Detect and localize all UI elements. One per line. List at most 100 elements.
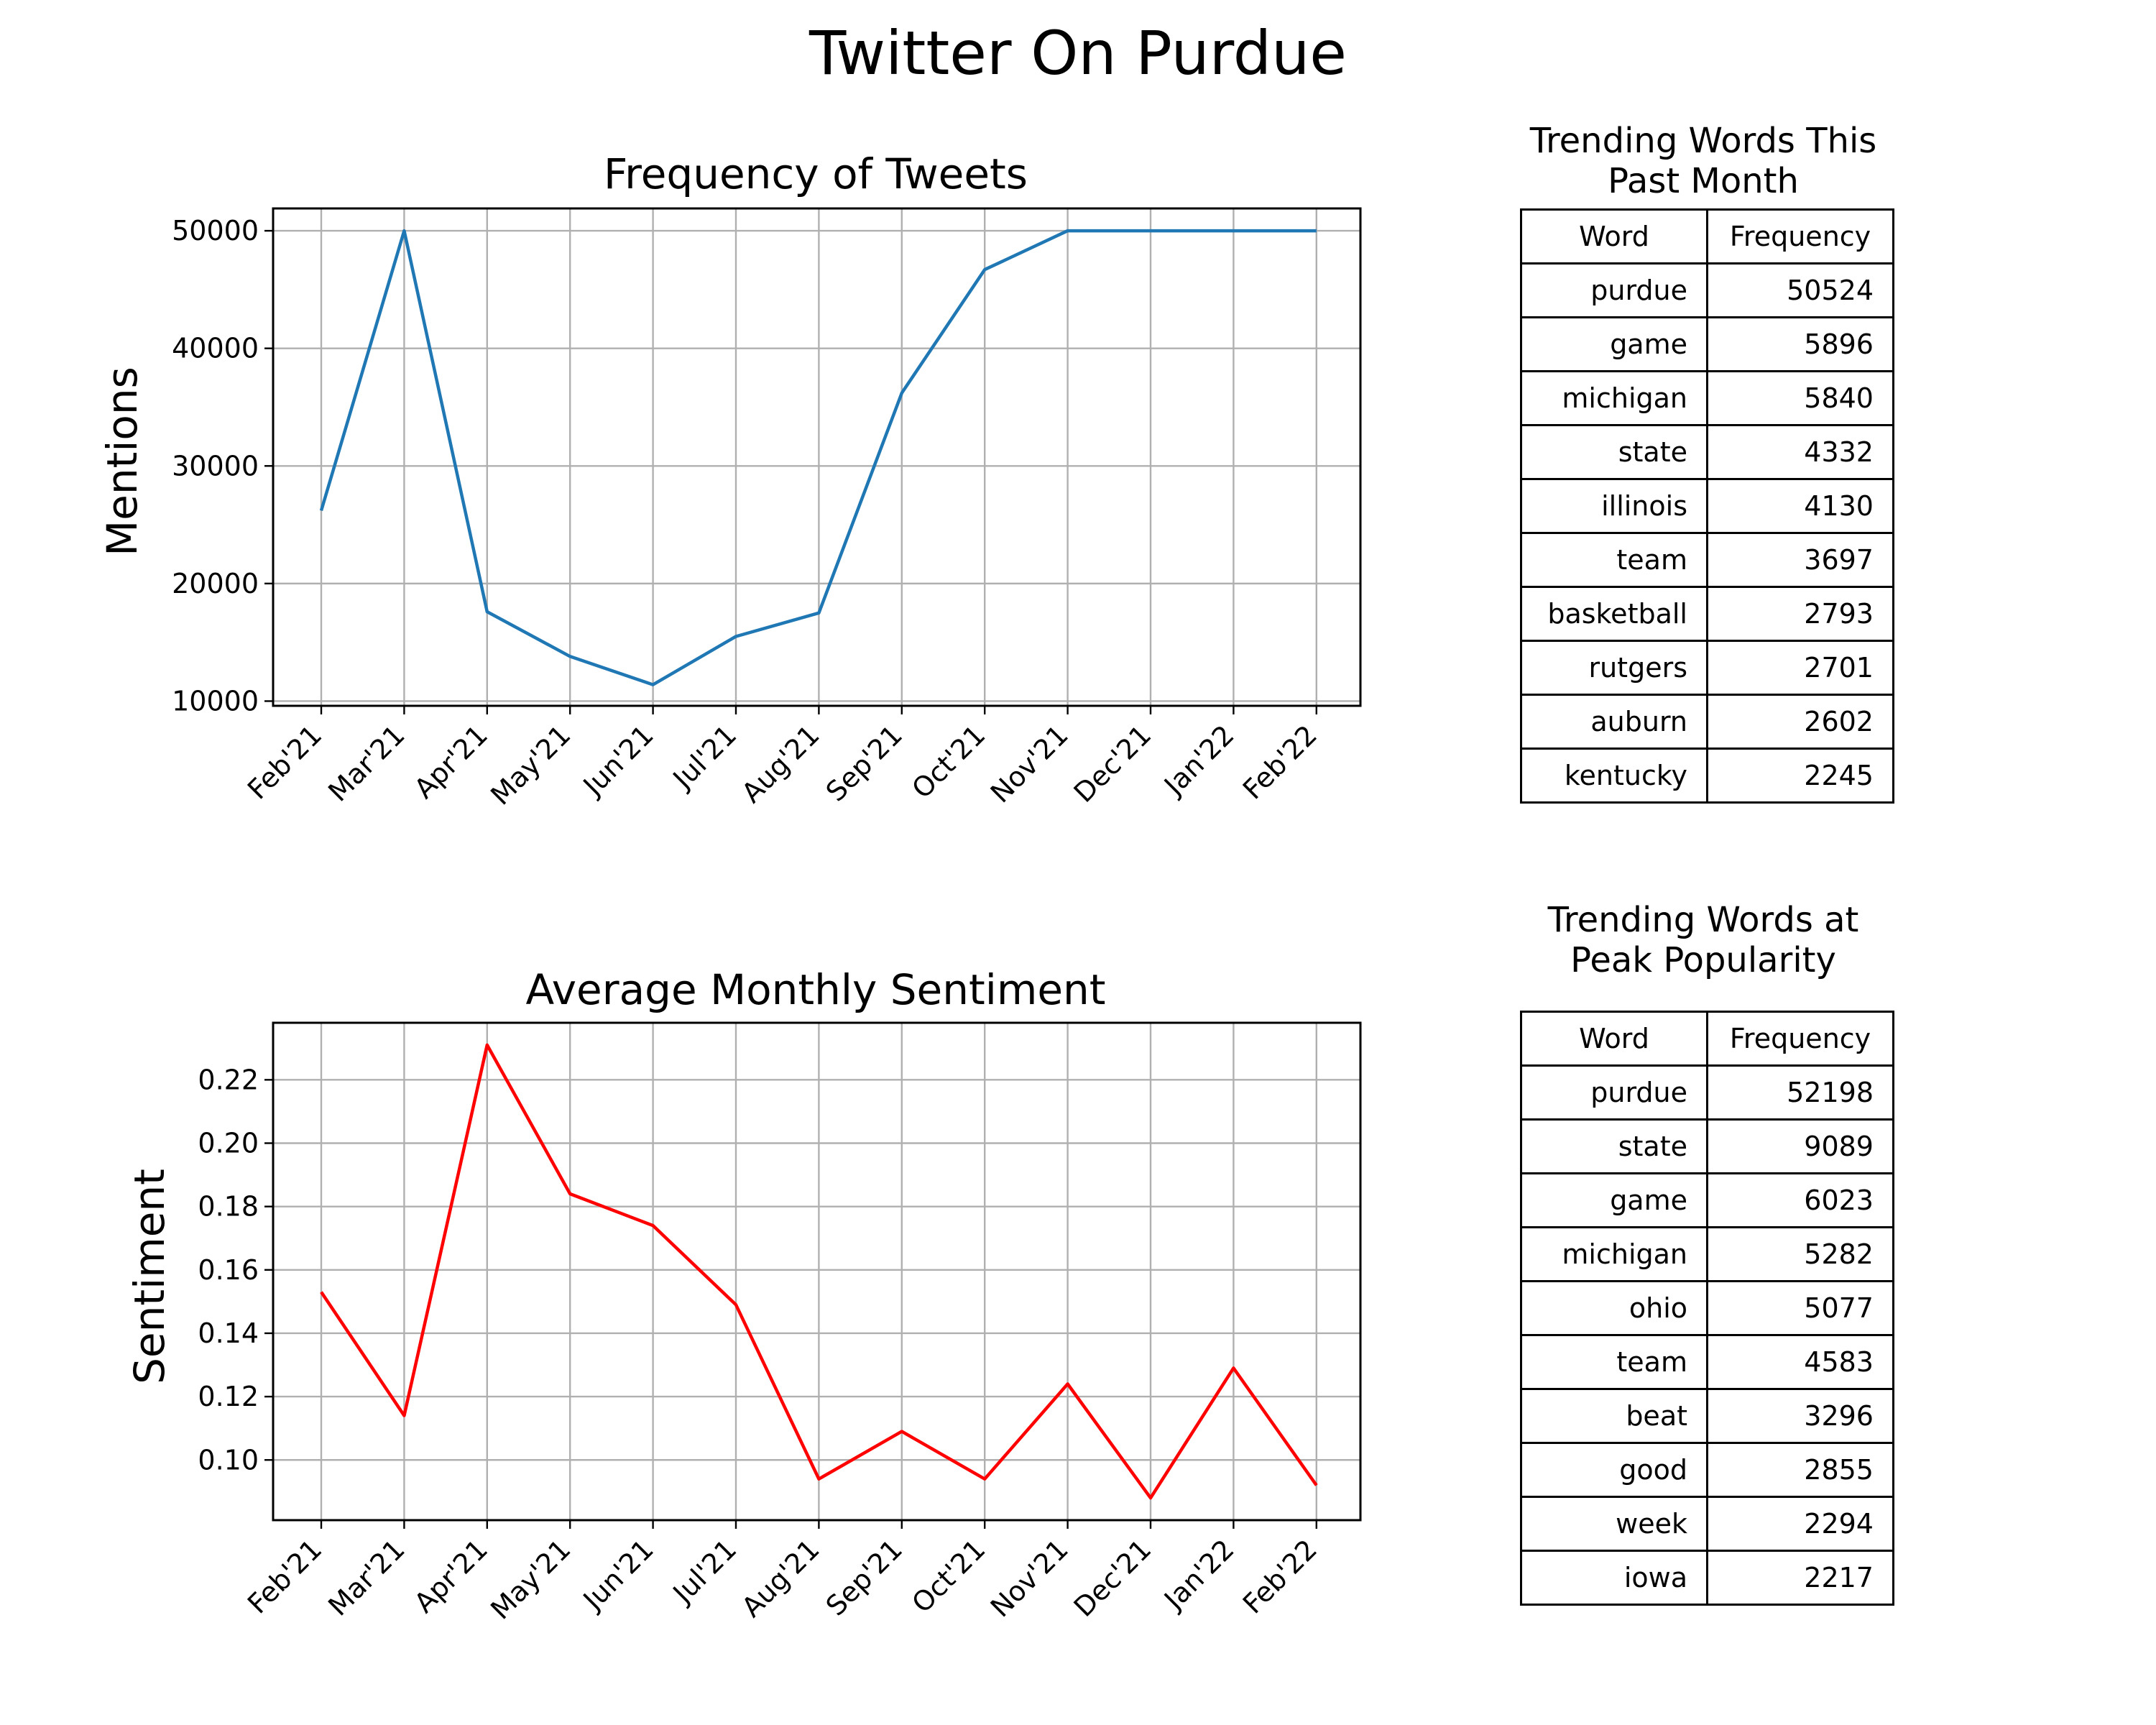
frequency-x-tick-label: May'21 <box>484 719 576 811</box>
frequency-series <box>319 229 1317 686</box>
table-row: purdue 52198 <box>1520 1064 1894 1121</box>
frequency-cell: 2602 <box>1706 694 1894 750</box>
frequency-y-axis-label: Mentions <box>98 367 147 556</box>
sentiment-plot-frame <box>272 1021 1362 1522</box>
frequency-x-tick-label: Aug'21 <box>736 719 826 809</box>
frequency-y-ticks: 10000 20000 30000 40000 50000 <box>172 215 273 717</box>
word-cell: rutgers <box>1520 640 1708 696</box>
peak-popularity-table: Word Frequency purdue 52198 state 9089 gam… <box>1520 1011 1894 1606</box>
sentiment-x-tick-label: Nov'21 <box>985 1533 1074 1623</box>
frequency-x-tick-label: Dec'21 <box>1068 719 1158 809</box>
frequency-cell: 6023 <box>1706 1172 1894 1228</box>
sentiment-x-tick-label: Dec'21 <box>1068 1533 1158 1623</box>
frequency-cell: 5282 <box>1706 1226 1894 1282</box>
word-cell: good <box>1520 1442 1708 1498</box>
sentiment-x-tick-label: Mar'21 <box>322 1533 410 1622</box>
frequency-y-tick-label: 20000 <box>172 568 259 599</box>
word-cell: state <box>1520 424 1708 480</box>
word-cell: team <box>1520 532 1708 588</box>
word-cell: purdue <box>1520 1064 1708 1121</box>
frequency-x-tick-label: Jul'21 <box>666 719 743 796</box>
frequency-cell: 2294 <box>1706 1496 1894 1552</box>
sentiment-x-tick-label: Jul'21 <box>666 1533 743 1610</box>
table-row: michigan 5282 <box>1520 1226 1894 1282</box>
sentiment-series <box>320 1043 1318 1500</box>
word-cell: week <box>1520 1496 1708 1552</box>
word-cell: state <box>1520 1118 1708 1174</box>
frequency-x-tick-label: Oct'21 <box>906 719 991 804</box>
sentiment-y-tick-label: 0.20 <box>198 1127 259 1159</box>
word-cell: basketball <box>1520 586 1708 642</box>
word-cell: beat <box>1520 1388 1708 1444</box>
table-row: rutgers 2701 <box>1520 640 1894 696</box>
table-row: beat 3296 <box>1520 1388 1894 1444</box>
frequency-cell: 2793 <box>1706 586 1894 642</box>
table-row: iowa 2217 <box>1520 1550 1894 1606</box>
word-cell: game <box>1520 1172 1708 1228</box>
frequency-column-header: Frequency <box>1706 1011 1894 1067</box>
frequency-cell: 52198 <box>1706 1064 1894 1121</box>
frequency-column-header: Frequency <box>1706 208 1894 264</box>
table-row: good 2855 <box>1520 1442 1894 1498</box>
frequency-cell: 50524 <box>1706 262 1894 318</box>
frequency-x-tick-label: Apr'21 <box>408 719 494 804</box>
word-cell: ohio <box>1520 1280 1708 1336</box>
table-row: team 3697 <box>1520 532 1894 588</box>
frequency-plot-frame <box>272 207 1362 707</box>
sentiment-x-tick-label: May'21 <box>484 1533 576 1625</box>
sentiment-grid <box>273 1023 1360 1520</box>
frequency-cell: 4332 <box>1706 424 1894 480</box>
word-cell: team <box>1520 1334 1708 1390</box>
frequency-cell: 2701 <box>1706 640 1894 696</box>
frequency-x-tick-label: Sep'21 <box>820 719 908 807</box>
frequency-x-tick-label: Mar'21 <box>322 719 410 807</box>
table-header-row: Word Frequency <box>1520 208 1894 264</box>
sentiment-x-tick-label: Apr'21 <box>408 1533 494 1619</box>
word-cell: michigan <box>1520 370 1708 426</box>
sentiment-chart: Average Monthly Sentiment Sentiment 0.10… <box>125 965 1362 1626</box>
sentiment-x-tick-label: Feb'22 <box>1237 1533 1323 1619</box>
word-cell: game <box>1520 316 1708 372</box>
frequency-cell: 4130 <box>1706 478 1894 534</box>
table-row: basketball 2793 <box>1520 586 1894 642</box>
frequency-cell: 5077 <box>1706 1280 1894 1336</box>
word-cell: auburn <box>1520 694 1708 750</box>
table-row: ohio 5077 <box>1520 1280 1894 1336</box>
word-column-header: Word <box>1520 208 1708 264</box>
frequency-x-tick-label: Nov'21 <box>985 719 1074 809</box>
frequency-x-tick-label: Feb'21 <box>241 719 328 805</box>
sentiment-y-tick-label: 0.14 <box>198 1317 259 1349</box>
frequency-cell: 2245 <box>1706 748 1894 804</box>
sentiment-x-tick-label: Jan'22 <box>1157 1533 1240 1616</box>
frequency-chart: Frequency of Tweets Mentions 10000 20000 3… <box>98 150 1362 811</box>
frequency-y-tick-label: 10000 <box>172 685 259 717</box>
table-row: state 4332 <box>1520 424 1894 480</box>
sentiment-x-tick-label: Jun'21 <box>576 1533 660 1616</box>
frequency-y-tick-label: 40000 <box>172 333 259 364</box>
sentiment-y-tick-label: 0.12 <box>198 1381 259 1412</box>
frequency-cell: 2855 <box>1706 1442 1894 1498</box>
word-cell: illinois <box>1520 478 1708 534</box>
sentiment-x-tick-label: Oct'21 <box>906 1533 991 1619</box>
frequency-cell: 2217 <box>1706 1550 1894 1606</box>
sentiment-y-axis-label: Sentiment <box>125 1169 174 1384</box>
frequency-grid <box>273 208 1360 706</box>
word-cell: iowa <box>1520 1550 1708 1606</box>
frequency-cell: 5840 <box>1706 370 1894 426</box>
table-header-row: Word Frequency <box>1520 1011 1894 1067</box>
table-row: game 6023 <box>1520 1172 1894 1228</box>
frequency-x-tick-label: Feb'22 <box>1237 719 1323 805</box>
table-row: game 5896 <box>1520 316 1894 372</box>
sentiment-x-tick-label: Aug'21 <box>736 1533 826 1623</box>
table-row: michigan 5840 <box>1520 370 1894 426</box>
word-column-header: Word <box>1520 1011 1708 1067</box>
frequency-cell: 5896 <box>1706 316 1894 372</box>
sentiment-series-line <box>320 1043 1318 1500</box>
word-cell: kentucky <box>1520 748 1708 804</box>
table-row: illinois 4130 <box>1520 478 1894 534</box>
past-month-table: Word Frequency purdue 50524 game 5896 mich… <box>1520 208 1894 804</box>
sentiment-y-tick-label: 0.16 <box>198 1254 259 1286</box>
